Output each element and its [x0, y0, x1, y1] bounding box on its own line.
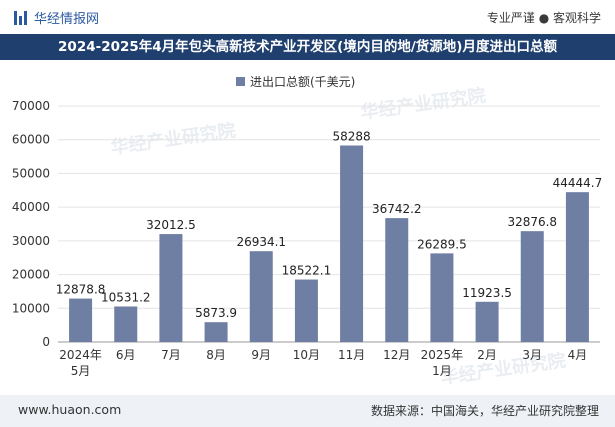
- x-tick-label: 2月: [477, 348, 497, 362]
- data-label: 26934.1: [236, 235, 286, 249]
- data-label: 32012.5: [146, 218, 196, 232]
- bar-chart: 进出口总额(千美元) 0 10000 20000 30000 40000 50000 600…: [12, 75, 603, 378]
- chart-title: 2024-2025年4月年包头高新技术产业开发区(境内目的地/货源地)月度进出口…: [0, 34, 615, 60]
- x-tick-label: 4月: [568, 348, 588, 362]
- y-tick-label: 50000: [12, 166, 50, 180]
- footer-source: 数据来源：中国海关，华经产业研究院整理: [370, 404, 599, 418]
- bar[interactable]: [69, 298, 93, 342]
- y-tick-label: 30000: [12, 234, 50, 248]
- x-tick-label: 8月: [206, 348, 226, 362]
- footer-site-link[interactable]: www.huaon.com: [18, 402, 122, 417]
- y-tick-label: 60000: [12, 133, 50, 147]
- data-label: 32876.8: [507, 215, 557, 229]
- data-label: 58288: [332, 129, 370, 143]
- x-tick-label: 2025年 1月: [421, 348, 464, 378]
- y-tick-label: 10000: [12, 301, 50, 315]
- x-tick-label: 3月: [522, 348, 542, 362]
- y-tick-label: 20000: [12, 268, 50, 282]
- bar[interactable]: [294, 279, 318, 342]
- x-tick-label: 12月: [383, 348, 410, 362]
- bar[interactable]: [385, 218, 409, 342]
- chart-legend: 进出口总额(千美元): [236, 75, 355, 89]
- bar[interactable]: [114, 306, 138, 342]
- top-bar: 华经情报网 专业严谨 ● 客观科学: [0, 0, 615, 34]
- data-label: 36742.2: [372, 202, 422, 216]
- bar[interactable]: [159, 234, 183, 342]
- brand-name: 华经情报网: [34, 12, 100, 27]
- x-tick-label: 9月: [251, 348, 271, 362]
- data-label: 44444.7: [553, 176, 603, 190]
- x-tick-label: 7月: [161, 348, 181, 362]
- tagline: 专业严谨 ● 客观科学: [486, 11, 601, 25]
- legend-swatch: [236, 77, 245, 86]
- footer: www.huaon.com 数据来源：中国海关，华经产业研究院整理: [0, 395, 615, 427]
- data-label: 26289.5: [417, 237, 467, 251]
- y-tick-label: 0: [42, 335, 50, 349]
- bar[interactable]: [520, 231, 544, 342]
- x-tick-label: 11月: [338, 348, 365, 362]
- bar[interactable]: [340, 145, 364, 342]
- legend-label: 进出口总额(千美元): [250, 75, 355, 89]
- brand-logo-icon: [14, 10, 28, 25]
- data-label: 11923.5: [462, 286, 512, 300]
- x-tick-label: 10月: [293, 348, 320, 362]
- data-label: 5873.9: [195, 306, 237, 320]
- bar[interactable]: [204, 322, 228, 342]
- data-label: 10531.2: [101, 290, 151, 304]
- x-tick-label: 6月: [116, 348, 136, 362]
- bar[interactable]: [475, 301, 499, 342]
- x-tick-label: 2024年 5月: [59, 348, 102, 378]
- bar[interactable]: [430, 253, 454, 342]
- brand[interactable]: 华经情报网: [14, 8, 99, 27]
- data-label: 18522.1: [282, 264, 332, 278]
- bar[interactable]: [249, 251, 273, 342]
- y-tick-label: 70000: [12, 99, 50, 113]
- y-tick-label: 40000: [12, 200, 50, 214]
- bar[interactable]: [565, 192, 589, 342]
- data-label: 12878.8: [56, 283, 106, 297]
